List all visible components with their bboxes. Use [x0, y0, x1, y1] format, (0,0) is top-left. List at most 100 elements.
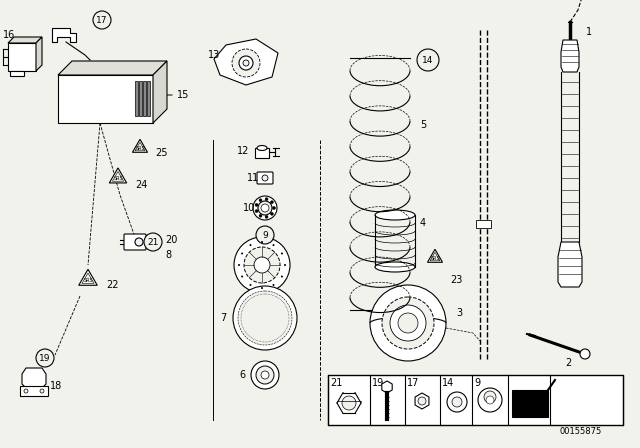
Circle shape: [284, 264, 286, 266]
Text: 1: 1: [586, 27, 592, 37]
Text: 16: 16: [3, 30, 15, 40]
Circle shape: [273, 207, 275, 210]
Text: 12: 12: [237, 146, 250, 156]
Circle shape: [241, 253, 243, 254]
Circle shape: [36, 349, 54, 367]
Text: 11: 11: [247, 173, 259, 183]
Ellipse shape: [257, 146, 267, 151]
Circle shape: [281, 253, 283, 254]
Polygon shape: [8, 43, 36, 71]
Polygon shape: [8, 37, 42, 43]
Text: 22: 22: [106, 280, 118, 290]
Circle shape: [93, 11, 111, 29]
Circle shape: [241, 276, 243, 277]
Circle shape: [250, 284, 252, 286]
Polygon shape: [58, 61, 167, 75]
Text: 19: 19: [372, 378, 384, 388]
Circle shape: [40, 389, 44, 393]
Text: 21: 21: [147, 237, 159, 246]
Polygon shape: [22, 368, 46, 388]
Polygon shape: [10, 71, 24, 76]
Text: 14: 14: [442, 378, 454, 388]
Circle shape: [390, 305, 426, 341]
Circle shape: [261, 287, 263, 289]
Circle shape: [239, 56, 253, 70]
Polygon shape: [109, 168, 127, 183]
Circle shape: [244, 247, 280, 283]
Circle shape: [265, 215, 268, 218]
Text: 3: 3: [456, 308, 462, 318]
Ellipse shape: [375, 210, 415, 220]
FancyBboxPatch shape: [257, 172, 273, 184]
Circle shape: [452, 397, 462, 407]
Bar: [255, 148, 269, 158]
Text: SRS: SRS: [83, 278, 93, 283]
Circle shape: [256, 366, 274, 384]
Circle shape: [417, 49, 439, 71]
Circle shape: [253, 196, 277, 220]
Polygon shape: [512, 390, 548, 417]
Polygon shape: [561, 40, 579, 72]
Circle shape: [261, 204, 269, 212]
Bar: [143, 81, 146, 116]
Bar: [328, 375, 623, 425]
Circle shape: [255, 203, 258, 207]
Circle shape: [261, 371, 269, 379]
Polygon shape: [558, 242, 582, 287]
Polygon shape: [132, 139, 148, 152]
Polygon shape: [382, 381, 392, 393]
Text: 17: 17: [96, 16, 108, 25]
Polygon shape: [214, 39, 278, 85]
Bar: [139, 81, 142, 116]
Text: 7: 7: [220, 313, 227, 323]
Circle shape: [234, 237, 290, 293]
Ellipse shape: [375, 262, 415, 272]
Text: 20: 20: [165, 235, 177, 245]
Polygon shape: [113, 172, 124, 181]
Text: 2: 2: [565, 358, 572, 368]
Circle shape: [486, 396, 494, 404]
Text: 15: 15: [177, 90, 189, 100]
Polygon shape: [82, 273, 94, 284]
Polygon shape: [52, 28, 76, 42]
Text: 25: 25: [155, 148, 168, 158]
Bar: [135, 81, 138, 116]
Text: 4: 4: [420, 218, 426, 228]
Polygon shape: [20, 386, 48, 396]
Circle shape: [273, 284, 275, 286]
Circle shape: [342, 396, 356, 410]
Bar: [476, 220, 491, 228]
Polygon shape: [79, 269, 97, 285]
Circle shape: [281, 276, 283, 277]
Text: 24: 24: [135, 180, 147, 190]
Text: SRS: SRS: [135, 146, 145, 151]
Polygon shape: [428, 249, 442, 262]
Circle shape: [484, 391, 496, 403]
Text: 5: 5: [420, 120, 426, 130]
Circle shape: [238, 291, 292, 345]
Circle shape: [270, 201, 273, 204]
Circle shape: [245, 298, 285, 338]
Circle shape: [580, 349, 590, 359]
Text: SRS: SRS: [113, 176, 123, 181]
Text: 9: 9: [262, 231, 268, 240]
Polygon shape: [58, 75, 153, 123]
Circle shape: [233, 286, 297, 350]
Circle shape: [250, 244, 252, 246]
Text: 19: 19: [39, 353, 51, 362]
Text: 14: 14: [422, 56, 434, 65]
Circle shape: [256, 226, 274, 244]
Text: 18: 18: [50, 381, 62, 391]
Circle shape: [251, 361, 279, 389]
Circle shape: [144, 233, 162, 251]
Circle shape: [258, 201, 272, 215]
Circle shape: [232, 49, 260, 77]
Text: 10: 10: [243, 203, 255, 213]
Text: 23: 23: [450, 275, 462, 285]
Text: 00155875: 00155875: [560, 427, 602, 436]
Polygon shape: [415, 393, 429, 409]
Circle shape: [398, 313, 418, 333]
Text: 9: 9: [474, 378, 480, 388]
Circle shape: [261, 241, 263, 243]
Text: 8: 8: [165, 250, 171, 260]
